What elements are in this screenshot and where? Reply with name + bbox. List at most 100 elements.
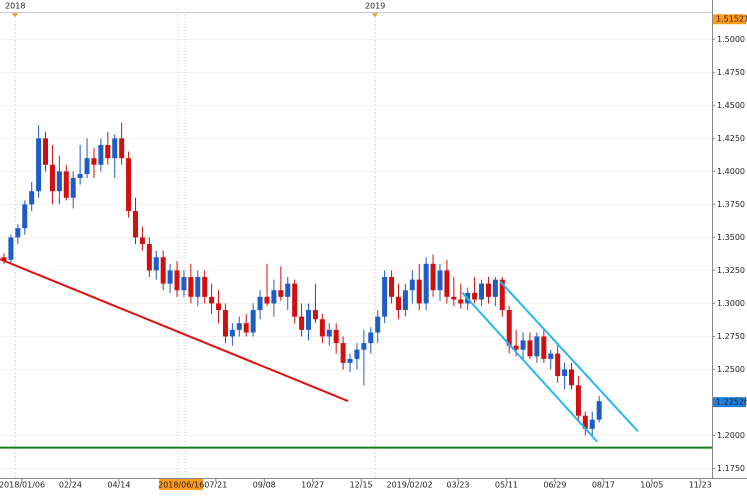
x-tick-label: 10/05 — [640, 481, 663, 490]
candle-body — [499, 279, 505, 311]
candle-body — [105, 144, 111, 159]
candle-body — [188, 277, 194, 297]
y-tick-label: 1.3750 — [717, 200, 745, 209]
y-tick-label: 1.4500 — [717, 101, 745, 110]
candle-body — [582, 415, 588, 429]
candle-body — [36, 138, 42, 192]
year-marker — [12, 13, 19, 18]
trend-line — [499, 280, 639, 433]
x-tick-label: 03/23 — [446, 481, 469, 490]
candle-body — [340, 343, 346, 363]
year-label: 2019 — [365, 2, 385, 11]
candle-body — [292, 283, 298, 317]
candle-body — [548, 353, 554, 359]
y-tick-label: 1.4750 — [717, 68, 745, 77]
candle-body — [77, 174, 83, 178]
candle-body — [395, 296, 401, 311]
candle-body — [492, 279, 498, 297]
candle-body — [257, 296, 263, 311]
candle-body — [243, 323, 249, 333]
candle-body — [568, 369, 574, 386]
candle-body — [430, 263, 436, 291]
candle-body — [562, 369, 568, 377]
candle-body — [98, 144, 104, 165]
candle-body — [347, 358, 353, 363]
candle-body — [382, 277, 388, 317]
candle-body — [250, 310, 256, 333]
candle-body — [236, 323, 242, 330]
candle-body — [222, 310, 228, 337]
candle-body — [520, 340, 526, 350]
x-tick-label: 2019/02/02 — [387, 481, 433, 490]
candle-body — [195, 277, 201, 297]
candle-body — [112, 138, 118, 159]
x-tick-label: 04/14 — [107, 481, 130, 490]
candle-body — [506, 310, 512, 346]
candle-body — [534, 336, 540, 357]
candle-body — [91, 158, 97, 165]
candle-body — [527, 340, 533, 357]
candle-body — [278, 290, 284, 297]
candle-body — [326, 329, 332, 337]
candle-body — [575, 385, 581, 416]
y-tick-label: 1.4000 — [717, 167, 745, 176]
candle-body — [49, 164, 55, 192]
y-tick-label: 1.5000 — [717, 35, 745, 44]
price-label: 1.51521 — [716, 15, 747, 24]
crosshair-label: 2018/06/16 — [158, 481, 204, 490]
candle-body — [8, 237, 14, 260]
y-tick-label: 1.4250 — [717, 134, 745, 143]
candle-body — [146, 244, 152, 271]
candle-body — [312, 310, 318, 320]
candle-body — [181, 277, 187, 291]
candle-body — [29, 191, 35, 205]
candle-body — [119, 138, 125, 159]
y-tick-label: 1.2500 — [717, 365, 745, 374]
x-tick-label: 02/24 — [59, 481, 82, 490]
candle-body — [84, 158, 90, 175]
x-tick-label: 2018/01/06 — [0, 481, 45, 490]
candle-body — [306, 310, 312, 330]
x-tick-label: 10/27 — [301, 481, 324, 490]
candle-body — [416, 279, 422, 304]
candle-body — [299, 316, 305, 330]
candle-body — [167, 270, 173, 284]
price-label-box — [713, 397, 746, 408]
year-marker — [371, 13, 378, 18]
y-tick-label: 1.2750 — [717, 332, 745, 341]
candle-body — [216, 303, 222, 311]
candle-body — [229, 329, 235, 337]
candle-body — [458, 299, 464, 304]
candle-body — [15, 228, 21, 238]
candle-body — [70, 177, 76, 198]
candle-body — [402, 290, 408, 311]
y-tick-label: 1.3250 — [717, 266, 745, 275]
candle-body — [437, 270, 443, 291]
candle-body — [596, 401, 602, 420]
candle-body — [139, 237, 145, 245]
y-tick-label: 1.1750 — [717, 464, 745, 473]
candle-body — [555, 353, 561, 377]
candle-body — [56, 171, 62, 192]
x-tick-label: 06/29 — [543, 481, 566, 490]
candle-body — [22, 204, 28, 229]
candle-body — [409, 279, 415, 291]
candle-body — [132, 210, 138, 238]
candle-body — [1, 257, 7, 262]
x-tick-label: 11/23 — [689, 481, 712, 490]
candle-body — [160, 257, 166, 284]
trend-line — [0, 258, 349, 402]
candle-body — [209, 296, 215, 304]
candle-body — [43, 138, 49, 165]
candle-body — [541, 336, 547, 359]
candle-body — [264, 296, 270, 304]
candle-body — [174, 270, 180, 291]
candle-body — [63, 171, 69, 198]
candle-body — [319, 319, 325, 337]
candle-body — [589, 419, 595, 429]
candle-body — [389, 277, 395, 297]
candle-body — [485, 283, 491, 297]
